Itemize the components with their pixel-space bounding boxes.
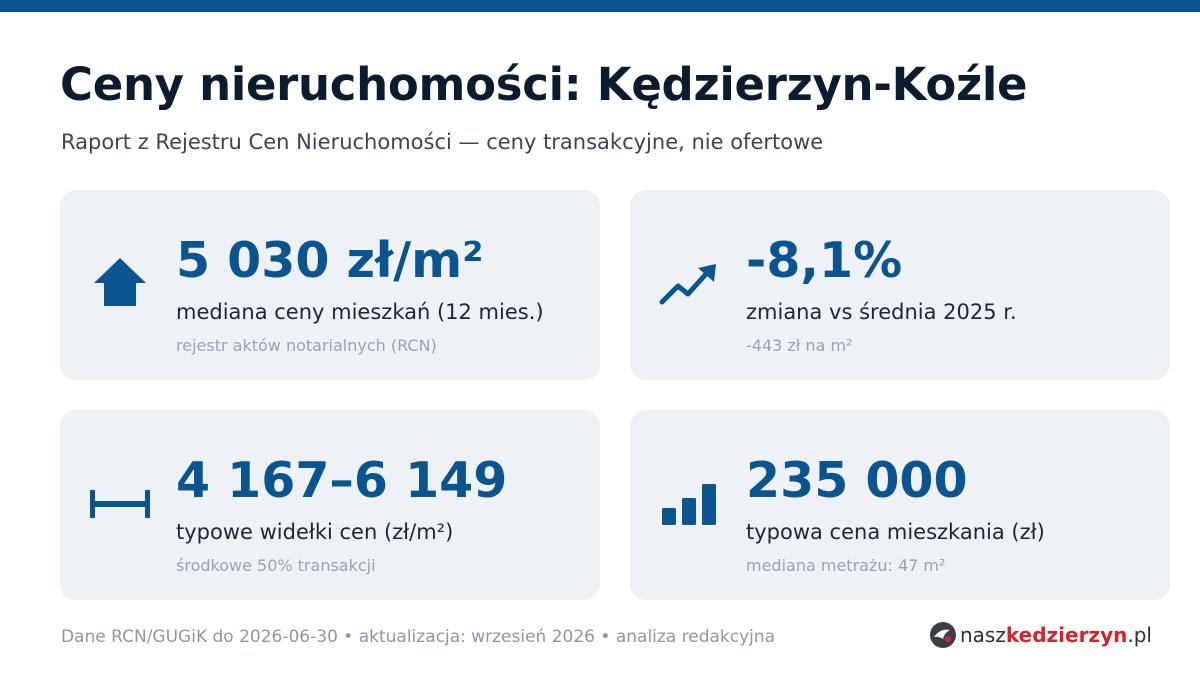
house-icon <box>94 258 146 306</box>
stat-label: typowe widełki cen (zł/m²) <box>176 520 454 544</box>
stat-card-typical-price: 235 000 typowa cena mieszkania (zł) medi… <box>630 410 1170 600</box>
stat-label: typowa cena mieszkania (zł) <box>746 520 1045 544</box>
stat-value: 4 167–6 149 <box>176 452 508 509</box>
stat-card-median-price: 5 030 zł/m² mediana ceny mieszkań (12 mi… <box>60 190 600 380</box>
brand-text-part3: .pl <box>1127 623 1152 647</box>
stat-value: -8,1% <box>746 232 903 289</box>
stat-label: mediana ceny mieszkań (12 mies.) <box>176 300 544 324</box>
stat-note: rejestr aktów notarialnych (RCN) <box>176 336 437 355</box>
brand-logo[interactable]: nasz kedzierzyn .pl <box>928 620 1152 650</box>
stat-card-change: -8,1% zmiana vs średnia 2025 r. -443 zł … <box>630 190 1170 380</box>
footer-source-note: Dane RCN/GUGiK do 2026-06-30 • aktualiza… <box>61 627 776 647</box>
stat-label: zmiana vs średnia 2025 r. <box>746 300 1017 324</box>
page-subtitle: Raport z Rejestru Cen Nieruchomości — ce… <box>61 130 824 154</box>
stat-card-price-range: 4 167–6 149 typowe widełki cen (zł/m²) ś… <box>60 410 600 600</box>
brand-mark-icon <box>930 622 956 648</box>
brand-text-part1: nasz <box>960 623 1006 647</box>
trend-arrow-icon <box>659 264 716 305</box>
top-accent-bar <box>0 0 1200 12</box>
bar-chart-icon <box>662 484 716 525</box>
stat-note: -443 zł na m² <box>746 336 853 355</box>
brand-text-part2: kedzierzyn <box>1005 623 1128 647</box>
page-title: Ceny nieruchomości: Kędzierzyn-Koźle <box>60 58 1028 111</box>
stat-value: 235 000 <box>746 452 968 509</box>
stat-value: 5 030 zł/m² <box>176 232 484 289</box>
stat-note: mediana metrażu: 47 m² <box>746 556 946 575</box>
range-icon <box>90 490 150 518</box>
stat-note: środkowe 50% transakcji <box>176 556 376 575</box>
